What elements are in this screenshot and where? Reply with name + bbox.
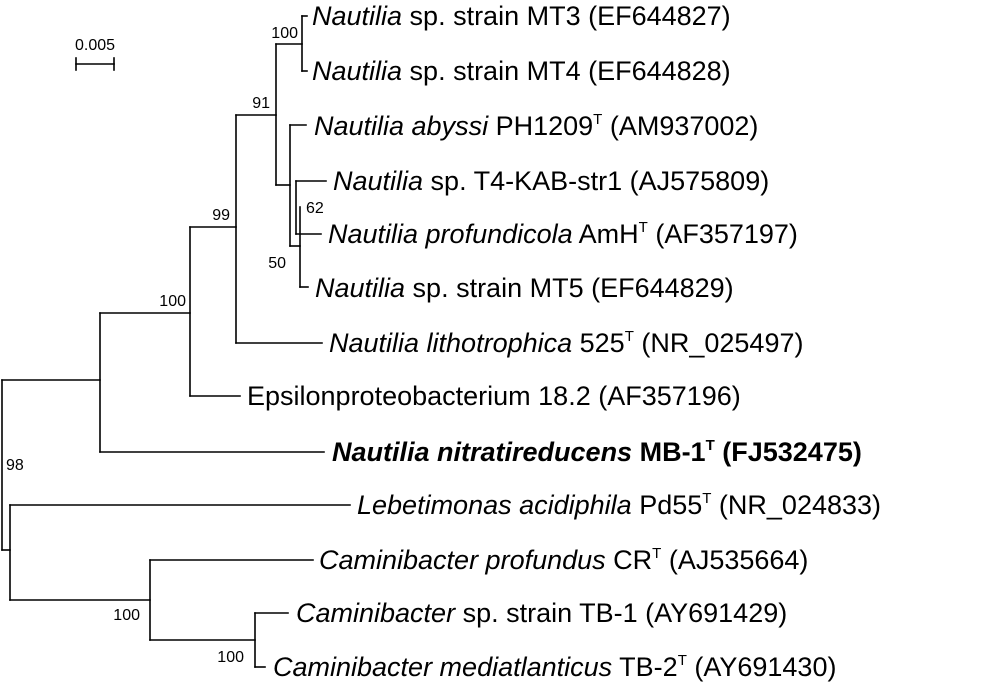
scale-bar-label: 0.005: [75, 37, 115, 54]
taxon-label: Lebetimonas acidiphila Pd55T (NR_024833): [357, 490, 881, 520]
bootstrap-caminibacter-group: 100: [113, 607, 140, 624]
taxon-label: Caminibacter sp. strain TB-1 (AY691429): [296, 598, 787, 628]
taxon-label: Caminibacter mediatlanticus TB-2T (AY691…: [273, 652, 836, 682]
bootstrap-with-nitratireducens: 100: [159, 293, 186, 310]
taxon-label: Nautilia sp. strain MT3 (EF644827): [312, 1, 731, 31]
scale-bar: 0.005: [75, 37, 115, 71]
taxon-label: Nautilia sp. strain MT5 (EF644829): [315, 273, 734, 303]
tree-branches: [1, 15, 351, 668]
taxon-label: Nautilia profundicola AmHT (AF357197): [328, 219, 798, 249]
bootstrap-t4-profundicola: 62: [306, 200, 324, 217]
bootstrap-values: 100 91 62 50 99 100 98 100 100: [6, 25, 324, 666]
bootstrap-nautilia-core: 91: [252, 95, 270, 112]
taxon-label: Nautilia sp. strain MT4 (EF644828): [312, 56, 731, 86]
bootstrap-root: 98: [6, 457, 24, 474]
taxon-label: Nautilia sp. T4-KAB-str1 (AJ575809): [333, 166, 769, 196]
bootstrap-nautilia-epsilon: 99: [212, 207, 230, 224]
taxon-label: Caminibacter profundus CRT (AJ535664): [319, 545, 808, 575]
bootstrap-caminibacter-pair: 100: [217, 649, 244, 666]
taxon-label: Nautilia lithotrophica 525T (NR_025497): [329, 328, 803, 358]
bootstrap-mt3-mt4: 100: [271, 25, 298, 42]
taxon-label: Nautilia abyssi PH1209T (AM937002): [314, 111, 758, 141]
bootstrap-inner-group: 50: [268, 255, 286, 272]
taxon-label-highlight: Nautilia nitratireducens MB-1T (FJ532475…: [332, 437, 862, 467]
taxon-labels: Nautilia sp. strain MT3 (EF644827) Nauti…: [247, 1, 881, 682]
taxon-label: Epsilonproteobacterium 18.2 (AF357196): [247, 381, 741, 411]
